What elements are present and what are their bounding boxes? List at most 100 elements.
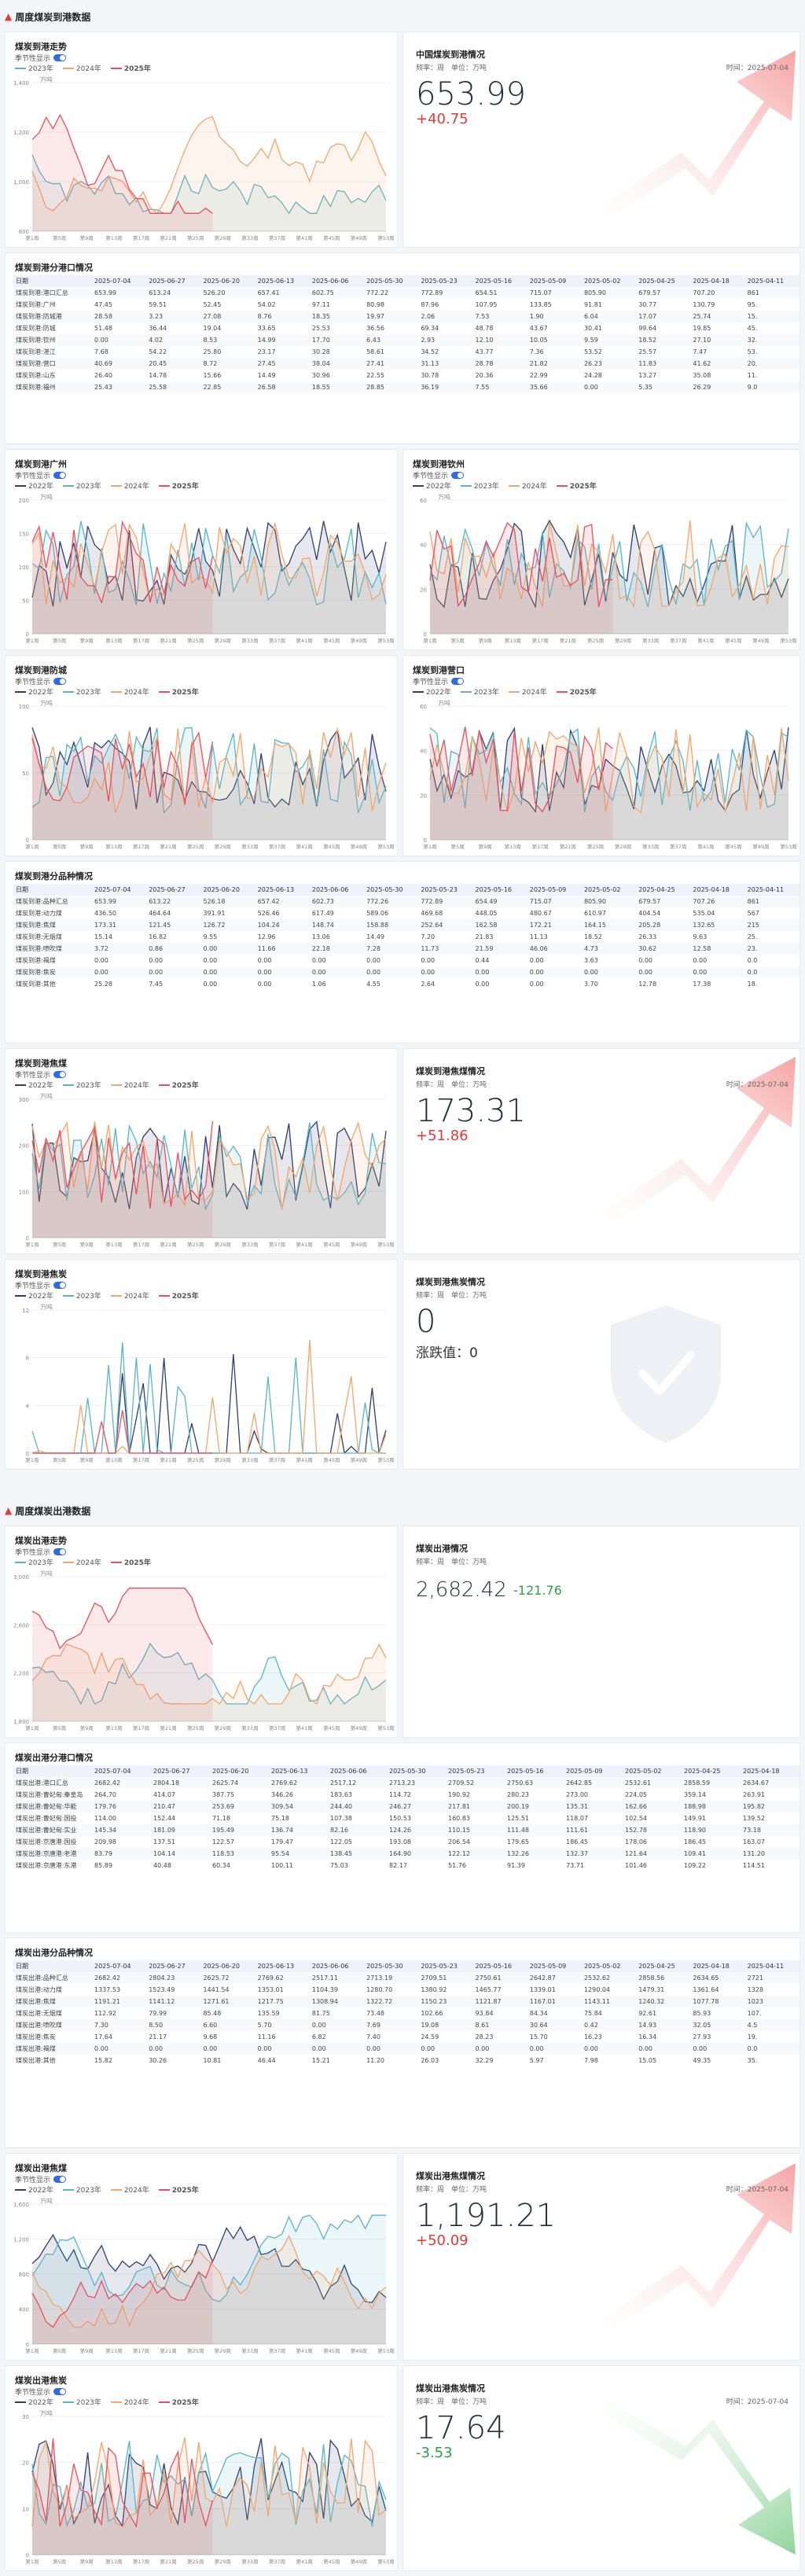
legend-item-y2024[interactable]: 2024年	[110, 686, 149, 697]
legend-item-y2025[interactable]: 2025年	[158, 2397, 199, 2407]
toggle-switch[interactable]	[53, 1282, 67, 1289]
seasonal-toggle[interactable]: 季节性显示	[15, 470, 67, 480]
column-header[interactable]: 2025-05-09	[564, 1765, 623, 1777]
column-header[interactable]: 2025-05-02	[581, 1960, 637, 1972]
column-header[interactable]: 2025-06-13	[255, 275, 310, 287]
column-header[interactable]: 2025-05-23	[418, 275, 473, 287]
column-header[interactable]: 2025-07-04	[92, 884, 147, 896]
column-header[interactable]: 2025-06-27	[151, 1765, 210, 1777]
legend-item-y2022[interactable]: 2022年	[15, 1290, 53, 1301]
column-header[interactable]: 2025-05-23	[418, 884, 473, 896]
column-header[interactable]: 2025-06-06	[309, 1960, 365, 1972]
column-header[interactable]: 2025-06-20	[200, 275, 255, 287]
column-header[interactable]: 2025-04-18	[690, 1960, 745, 1972]
column-header[interactable]: 2025-06-13	[269, 1765, 328, 1777]
column-header[interactable]: 2025-04-18	[690, 275, 745, 287]
legend-item-y2022[interactable]: 2022年	[413, 686, 451, 697]
legend-item-y2023[interactable]: 2023年	[62, 2184, 101, 2195]
column-header[interactable]: 2025-05-30	[387, 1765, 446, 1777]
legend-item-y2024[interactable]: 2024年	[508, 686, 547, 697]
legend-item-y2023[interactable]: 2023年	[15, 63, 53, 73]
column-header[interactable]: 2025-06-20	[200, 884, 255, 896]
legend-item-y2025[interactable]: 2025年	[158, 1290, 199, 1301]
column-header[interactable]: 2025-06-13	[255, 884, 310, 896]
column-header[interactable]: 2025-05-30	[364, 1960, 419, 1972]
column-header[interactable]: 2025-06-27	[146, 275, 201, 287]
seasonal-toggle[interactable]: 季节性显示	[15, 676, 67, 686]
seasonal-toggle[interactable]: 季节性显示	[15, 1069, 67, 1080]
column-header[interactable]: 2025-07-04	[92, 1960, 147, 1972]
column-header[interactable]: 2025-05-16	[505, 1765, 564, 1777]
legend-item-y2024[interactable]: 2024年	[110, 1080, 149, 1090]
column-header[interactable]: 2025-05-02	[581, 275, 637, 287]
toggle-switch[interactable]	[53, 1548, 67, 1555]
column-header[interactable]: 2025-05-16	[472, 1960, 527, 1972]
seasonal-toggle[interactable]: 季节性显示	[15, 2174, 67, 2184]
column-header[interactable]: 2025-04-18	[741, 1765, 799, 1777]
legend-item-y2022[interactable]: 2022年	[15, 2397, 53, 2407]
column-header[interactable]: 2025-06-13	[255, 1960, 310, 1972]
toggle-switch[interactable]	[451, 678, 465, 685]
legend-item-y2023[interactable]: 2023年	[62, 480, 101, 491]
legend-item-y2022[interactable]: 2022年	[15, 2184, 53, 2195]
column-header[interactable]: 2025-05-09	[527, 884, 582, 896]
column-header[interactable]: 2025-06-06	[328, 1765, 387, 1777]
legend-item-y2023[interactable]: 2023年	[62, 2397, 101, 2407]
column-header[interactable]: 2025-06-27	[146, 1960, 201, 1972]
toggle-switch[interactable]	[53, 54, 67, 61]
toggle-switch[interactable]	[451, 472, 465, 479]
seasonal-toggle[interactable]: 季节性显示	[15, 53, 67, 63]
column-header[interactable]: 2025-07-04	[92, 275, 147, 287]
legend-item-y2023[interactable]: 2023年	[460, 686, 499, 697]
legend-item-y2025[interactable]: 2025年	[158, 686, 199, 697]
legend-item-y2023[interactable]: 2023年	[62, 1290, 101, 1301]
legend-item-y2023[interactable]: 2023年	[15, 1557, 53, 1567]
column-header[interactable]: 日期	[13, 884, 92, 896]
column-header[interactable]: 2025-05-16	[472, 275, 527, 287]
legend-item-y2023[interactable]: 2023年	[460, 480, 499, 491]
legend-item-y2022[interactable]: 2022年	[15, 1080, 53, 1090]
legend-item-y2023[interactable]: 2023年	[62, 686, 101, 697]
legend-item-y2024[interactable]: 2024年	[62, 63, 101, 73]
legend-item-y2024[interactable]: 2024年	[110, 1290, 149, 1301]
column-header[interactable]: 2025-05-09	[527, 275, 582, 287]
legend-item-y2024[interactable]: 2024年	[508, 480, 547, 491]
column-header[interactable]: 2025-05-23	[418, 1960, 473, 1972]
column-header[interactable]: 2025-05-16	[472, 884, 527, 896]
seasonal-toggle[interactable]: 季节性显示	[15, 2386, 67, 2397]
column-header[interactable]: 2025-05-09	[527, 1960, 582, 1972]
legend-item-y2024[interactable]: 2024年	[110, 2184, 149, 2195]
toggle-switch[interactable]	[53, 2176, 67, 2183]
legend-item-y2025[interactable]: 2025年	[110, 1557, 151, 1567]
column-header[interactable]: 2025-05-30	[364, 275, 419, 287]
column-header[interactable]: 2025-06-06	[309, 275, 365, 287]
seasonal-toggle[interactable]: 季节性显示	[15, 1280, 67, 1290]
legend-item-y2024[interactable]: 2024年	[62, 1557, 101, 1567]
column-header[interactable]: 2025-05-30	[364, 884, 419, 896]
toggle-switch[interactable]	[53, 678, 67, 685]
legend-item-y2022[interactable]: 2022年	[413, 480, 451, 491]
column-header[interactable]: 2025-06-20	[210, 1765, 269, 1777]
legend-item-y2023[interactable]: 2023年	[62, 1080, 101, 1090]
seasonal-toggle[interactable]: 季节性显示	[413, 470, 465, 480]
legend-item-y2024[interactable]: 2024年	[110, 480, 149, 491]
column-header[interactable]: 2025-04-11	[744, 884, 799, 896]
legend-item-y2022[interactable]: 2022年	[15, 686, 53, 697]
toggle-switch[interactable]	[53, 472, 67, 479]
column-header[interactable]: 2025-05-02	[581, 884, 637, 896]
column-header[interactable]: 2025-04-11	[744, 1960, 799, 1972]
legend-item-y2025[interactable]: 2025年	[556, 480, 597, 491]
legend-item-y2022[interactable]: 2022年	[15, 480, 53, 491]
column-header[interactable]: 日期	[13, 1960, 92, 1972]
column-header[interactable]: 2025-04-25	[682, 1765, 741, 1777]
column-header[interactable]: 2025-06-06	[309, 884, 365, 896]
legend-item-y2025[interactable]: 2025年	[556, 686, 597, 697]
column-header[interactable]: 2025-07-04	[92, 1765, 151, 1777]
column-header[interactable]: 2025-04-11	[744, 275, 799, 287]
column-header[interactable]: 2025-04-25	[636, 884, 691, 896]
column-header[interactable]: 日期	[13, 1765, 92, 1777]
legend-item-y2025[interactable]: 2025年	[110, 63, 151, 73]
column-header[interactable]: 2025-04-18	[690, 884, 745, 896]
seasonal-toggle[interactable]: 季节性显示	[15, 1547, 67, 1557]
legend-item-y2025[interactable]: 2025年	[158, 1080, 199, 1090]
